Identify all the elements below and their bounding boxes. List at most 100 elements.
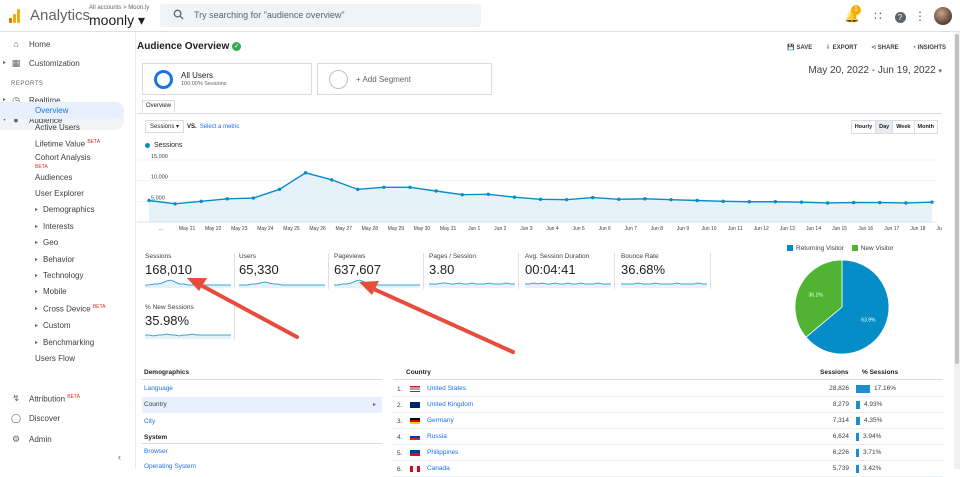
data-point[interactable]: [225, 197, 229, 201]
sidebar-subitem-interests[interactable]: ▸ Interests: [0, 218, 136, 235]
sidebar-item-realtime[interactable]: ▸ ◷ Realtime: [0, 90, 136, 110]
metric-card-bounce-rate[interactable]: Bounce Rate 36.68%: [621, 253, 711, 293]
tab-overview[interactable]: Overview: [142, 100, 176, 113]
system-os[interactable]: Operating System: [144, 463, 197, 470]
data-point[interactable]: [330, 178, 334, 182]
data-point[interactable]: [382, 185, 386, 189]
metric-dropdown[interactable]: Sessions ▾: [145, 120, 185, 133]
table-row[interactable]: 2. United Kingdom 8,279 4.93%: [393, 397, 943, 413]
sidebar-item-customization[interactable]: ▸ ▦ Customization: [0, 53, 136, 73]
data-point[interactable]: [591, 195, 595, 200]
table-row[interactable]: 3. Germany 7,314 4.35%: [393, 413, 943, 429]
sidebar-subitem-geo[interactable]: ▸ Geo: [0, 234, 136, 251]
pie-slice[interactable]: [805, 259, 890, 355]
country-link[interactable]: United Kingdom: [427, 401, 474, 408]
avatar[interactable]: [934, 7, 952, 25]
data-point[interactable]: [773, 200, 778, 204]
country-link[interactable]: United States: [427, 385, 467, 392]
demographics-language[interactable]: Language: [144, 385, 173, 392]
sidebar-subitem-custom[interactable]: ▸ Custom: [0, 317, 136, 334]
data-point[interactable]: [721, 199, 725, 204]
select-metric-link[interactable]: Select a metric: [199, 124, 240, 130]
demographics-country[interactable]: Country: [144, 401, 167, 408]
notifications-bell-icon[interactable]: 🔔 1: [844, 5, 861, 23]
sidebar-subitem-behavior[interactable]: ▸ Behavior: [0, 251, 136, 268]
metric-card-sessions[interactable]: Sessions 168,010: [145, 253, 235, 293]
data-point[interactable]: [356, 187, 360, 192]
add-segment-button[interactable]: + Add Segment: [317, 63, 492, 95]
data-point[interactable]: [147, 198, 151, 203]
data-point[interactable]: [825, 201, 830, 205]
data-point[interactable]: [695, 198, 699, 203]
country-link[interactable]: Philippines: [427, 449, 459, 456]
data-point[interactable]: [173, 202, 177, 206]
data-point[interactable]: [538, 197, 543, 201]
pie-slice[interactable]: [794, 259, 843, 338]
table-row[interactable]: 1. United States 28,826 17.16%: [393, 381, 943, 397]
country-link[interactable]: Germany: [427, 417, 454, 424]
data-point[interactable]: [512, 195, 517, 199]
data-point[interactable]: [617, 197, 621, 201]
save-button[interactable]: 💾 SAVE: [787, 45, 813, 51]
metric-card-pages-session[interactable]: Pages / Session 3.80: [429, 253, 519, 293]
analytics-logo-icon[interactable]: [9, 9, 21, 23]
sidebar-subitem-cohort-analysis[interactable]: Cohort Analysis BETA: [0, 152, 136, 170]
granularity-month[interactable]: Month: [913, 120, 938, 134]
help-icon[interactable]: ?: [890, 6, 910, 26]
scrollbar-thumb[interactable]: [955, 34, 959, 364]
metric-card-pageviews[interactable]: Pageviews 637,607: [334, 253, 424, 293]
sessions-line-chart[interactable]: 15,000 10,000 5,000... May 21 May 22 May 23 Ma…: [137, 152, 942, 262]
sidebar-subitem-audiences[interactable]: Audiences: [0, 169, 136, 186]
table-row[interactable]: 4. Russia 6,624 3.94%: [393, 429, 943, 445]
data-point[interactable]: [460, 193, 464, 197]
data-point[interactable]: [303, 171, 308, 175]
data-point[interactable]: [199, 199, 203, 204]
sidebar-subitem-demographics[interactable]: ▸ Demographics: [0, 201, 136, 218]
share-button[interactable]: ⊲ SHARE: [870, 45, 899, 51]
visitor-pie-chart[interactable]: 63.9% 36.1%: [785, 257, 900, 357]
data-point[interactable]: [852, 200, 856, 205]
more-vert-icon[interactable]: ⋮: [914, 9, 926, 23]
account-breadcrumb[interactable]: All accounts > Moon.ly: [89, 5, 150, 11]
data-point[interactable]: [408, 185, 412, 189]
sessions-column-header[interactable]: Sessions: [820, 369, 849, 376]
granularity-week[interactable]: Week: [892, 120, 915, 134]
export-button[interactable]: ⇩ EXPORT: [825, 45, 858, 51]
data-point[interactable]: [643, 197, 647, 201]
date-range-picker[interactable]: May 20, 2022 - Jun 19, 2022 ▾: [808, 65, 942, 76]
sidebar-subitem-technology[interactable]: ▸ Technology: [0, 267, 136, 284]
metric-card--new-sessions[interactable]: % New Sessions 35.98%: [145, 304, 235, 344]
data-point[interactable]: [486, 192, 490, 197]
demographics-country-selected[interactable]: [142, 397, 382, 413]
data-point[interactable]: [747, 200, 751, 204]
sidebar-subitem-cross-device[interactable]: ▸ Cross Device BETA: [0, 300, 136, 317]
pct-sessions-column-header[interactable]: % Sessions: [862, 369, 899, 376]
table-row[interactable]: 5. Philippines 6,226 3.71%: [393, 445, 943, 461]
data-point[interactable]: [669, 197, 673, 202]
system-browser[interactable]: Browser: [144, 448, 168, 455]
sidebar-subitem-user-explorer[interactable]: User Explorer: [0, 185, 136, 202]
metric-card-users[interactable]: Users 65,330: [239, 253, 329, 293]
collapse-sidebar-icon[interactable]: ‹: [118, 452, 121, 462]
table-row[interactable]: 6. Canada 5,739 3.42%: [393, 461, 943, 477]
sidebar-subitem-active-users[interactable]: Active Users: [0, 119, 136, 136]
data-point[interactable]: [564, 197, 569, 202]
granularity-day[interactable]: Day: [875, 120, 894, 134]
data-point[interactable]: [930, 200, 934, 204]
country-link[interactable]: Russia: [427, 433, 447, 440]
sidebar-item-attribution[interactable]: ↯ Attribution BETA: [0, 388, 136, 408]
metric-card-avg-session-duration[interactable]: Avg. Session Duration 00:04:41: [525, 253, 615, 293]
segment-all-users[interactable]: All Users 100.00% Sessions: [142, 63, 312, 95]
data-point[interactable]: [799, 200, 804, 204]
data-point[interactable]: [277, 187, 282, 192]
data-point[interactable]: [904, 201, 908, 205]
sidebar-subitem-mobile[interactable]: ▸ Mobile: [0, 283, 136, 300]
sidebar-subitem-benchmarking[interactable]: ▸ Benchmarking: [0, 334, 136, 351]
sidebar-item-home[interactable]: ⌂ Home: [0, 34, 136, 54]
search-bar[interactable]: Try searching for "audience overview": [160, 4, 481, 27]
data-point[interactable]: [251, 196, 256, 200]
insights-button[interactable]: ◔ INSIGHTS: [912, 45, 946, 51]
sidebar-item-discover[interactable]: ◯ Discover: [0, 408, 136, 428]
property-selector[interactable]: moonly ▾: [89, 12, 146, 28]
sidebar-subitem-users-flow[interactable]: Users Flow: [0, 350, 136, 367]
